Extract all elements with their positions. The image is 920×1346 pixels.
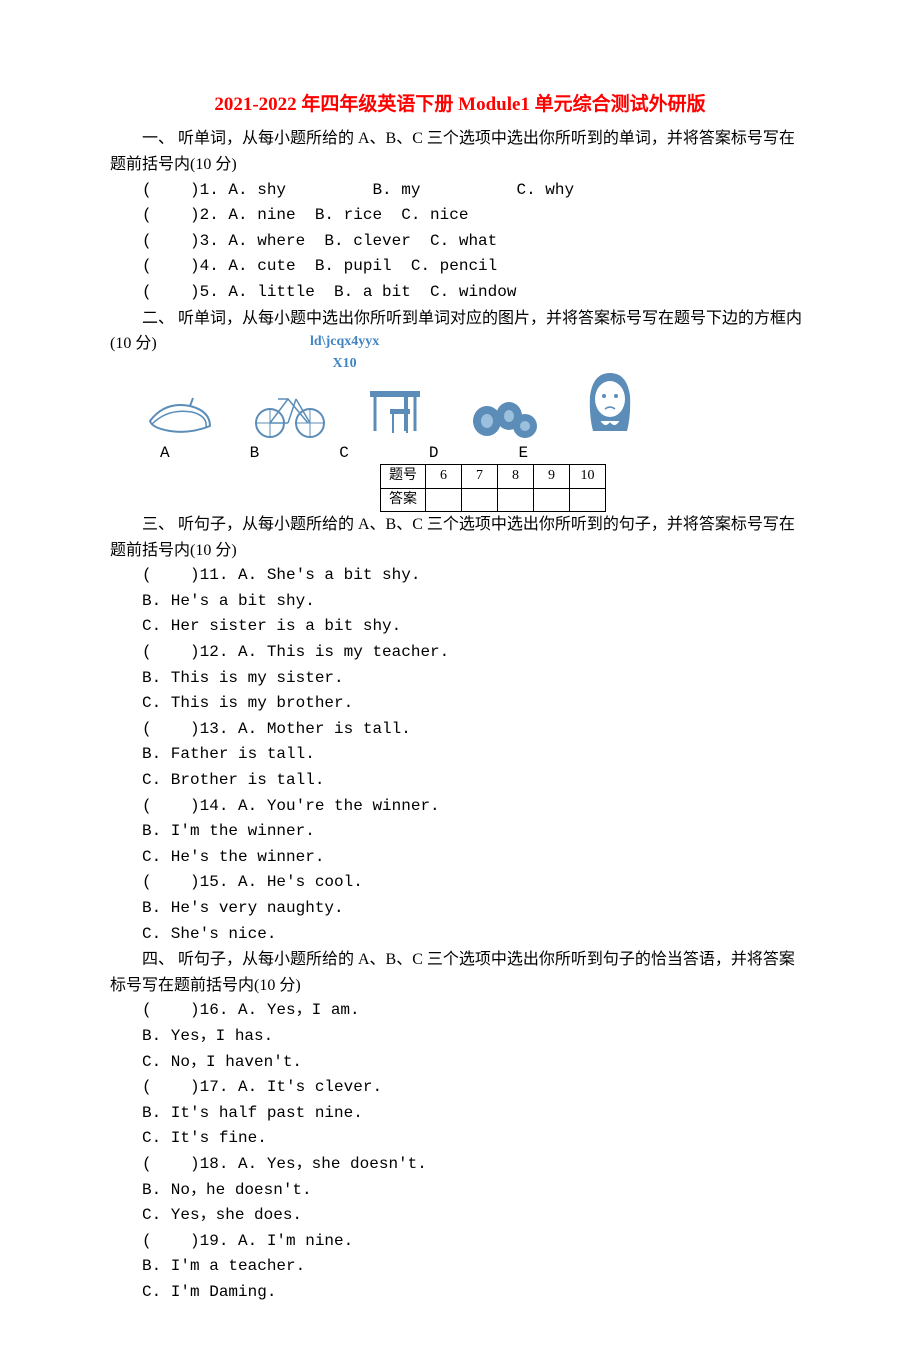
table-cell: 7 [462,465,498,488]
table-cell[interactable] [498,488,534,511]
table-answer-row: 答案 [381,488,606,511]
image-option-c [360,371,435,441]
question-line: ( )15. A. He's cool. [110,870,810,896]
answer-option: C. Yes，she does. [110,1203,810,1229]
image-option-d [465,386,545,441]
question-line: ( )14. A. You're the winner. [110,794,810,820]
answer-option: C. He's the winner. [110,845,810,871]
answer-option: B. He's very naughty. [110,896,810,922]
image-labels-row: A B C D E [110,441,810,467]
answer-option: B. It's half past nine. [110,1101,810,1127]
label-d: D [429,441,439,467]
answer-table: 题号 6 7 8 9 10 答案 [380,464,606,512]
image-option-e [575,361,645,441]
table-cell: 答案 [381,488,426,511]
table-cell: 6 [426,465,462,488]
image-options-row [110,361,810,441]
question-line: ( )1. A. shy B. my C. why [110,178,810,204]
table-cell: 8 [498,465,534,488]
question-line: ( )17. A. It's clever. [110,1075,810,1101]
answer-option: C. I'm Daming. [110,1280,810,1306]
wheels-icon [465,386,545,441]
table-cell[interactable] [426,488,462,511]
answer-option: C. She's nice. [110,922,810,948]
question-line: ( )16. A. Yes，I am. [110,998,810,1024]
answer-option: C. No，I haven't. [110,1050,810,1076]
answer-option: B. This is my sister. [110,666,810,692]
section2-intro: 二、 听单词，从每小题中选出你所听到单词对应的图片，并将答案标号写在题号下边的方… [110,306,810,357]
answer-option: C. Her sister is a bit shy. [110,614,810,640]
question-line: ( )12. A. This is my teacher. [110,640,810,666]
answer-option: B. He's a bit shy. [110,589,810,615]
answer-option: B. Father is tall. [110,742,810,768]
label-b: B [250,441,260,467]
image-option-a [140,386,220,441]
label-e: E [518,441,528,467]
watermark-text: ld\jcqx4yyx X10 [310,331,379,376]
section3-intro: 三、 听句子，从每小题所给的 A、B、C 三个选项中选出你所听到的句子，并将答案… [110,512,810,563]
question-line: ( )4. A. cute B. pupil C. pencil [110,254,810,280]
answer-option: B. Yes，I has. [110,1024,810,1050]
question-line: ( )2. A. nine B. rice C. nice [110,203,810,229]
table-cell: 10 [570,465,606,488]
question-line: ( )19. A. I'm nine. [110,1229,810,1255]
section1-intro: 一、 听单词，从每小题所给的 A、B、C 三个选项中选出你所听到的单词，并将答案… [110,126,810,177]
table-cell: 9 [534,465,570,488]
answer-option: B. I'm the winner. [110,819,810,845]
section4-intro: 四、 听句子，从每小题所给的 A、B、C 三个选项中选出你所听到句子的恰当答语，… [110,947,810,998]
banana-icon [140,386,220,441]
table-cell: 题号 [381,465,426,488]
label-a: A [160,441,170,467]
question-line: ( )18. A. Yes，she doesn't. [110,1152,810,1178]
answer-option: C. This is my brother. [110,691,810,717]
question-line: ( )3. A. where B. clever C. what [110,229,810,255]
desk-chair-icon [360,371,435,441]
bicycle-icon [250,381,330,441]
question-line: ( )11. A. She's a bit shy. [110,563,810,589]
label-c: C [339,441,349,467]
table-cell[interactable] [570,488,606,511]
document-title: 2021-2022 年四年级英语下册 Module1 单元综合测试外研版 [110,90,810,120]
table-cell[interactable] [462,488,498,511]
answer-option: B. No，he doesn't. [110,1178,810,1204]
table-header-row: 题号 6 7 8 9 10 [381,465,606,488]
question-line: ( )13. A. Mother is tall. [110,717,810,743]
answer-option: C. Brother is tall. [110,768,810,794]
girl-icon [575,361,645,441]
question-line: ( )5. A. little B. a bit C. window [110,280,810,306]
answer-option: C. It's fine. [110,1126,810,1152]
image-option-b [250,381,330,441]
answer-option: B. I'm a teacher. [110,1254,810,1280]
table-cell[interactable] [534,488,570,511]
